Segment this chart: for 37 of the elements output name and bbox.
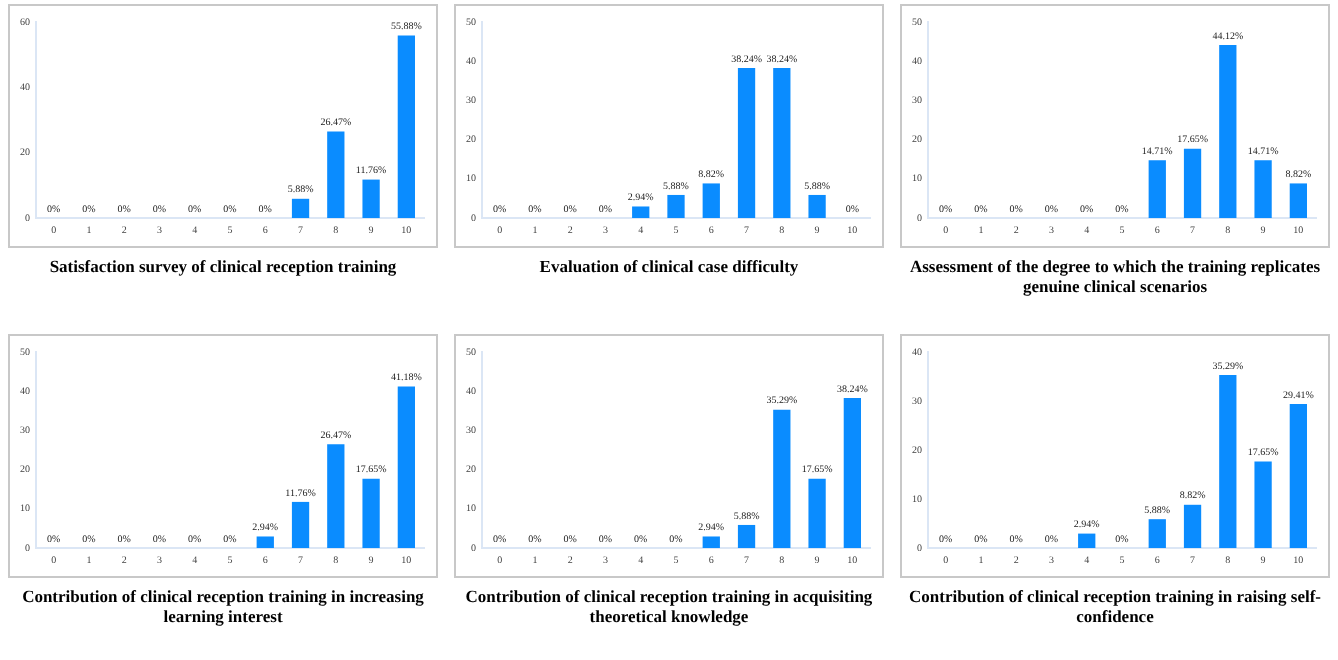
bar	[773, 68, 791, 218]
bar	[737, 524, 756, 548]
bar	[1219, 45, 1237, 218]
bar	[702, 183, 720, 218]
bar	[1219, 375, 1237, 548]
text: Contribution of clinical reception training in raising self-confidence	[907, 586, 1323, 626]
text: Contribution of clinical reception training in increasing learning interest	[20, 586, 426, 626]
bar	[327, 444, 345, 548]
bar	[632, 206, 650, 218]
bar	[843, 398, 862, 548]
text: Contribution of clinical reception training in acquisiting theoretical knowledge	[463, 586, 875, 626]
text: Satisfaction survey of clinical reception training	[47, 256, 399, 276]
bar	[291, 501, 310, 548]
bar	[397, 35, 416, 218]
bar	[362, 478, 380, 548]
bar	[327, 131, 345, 218]
bar	[1254, 160, 1272, 218]
bar	[1078, 533, 1096, 548]
text: Evaluation of clinical case difficulty	[537, 256, 801, 276]
bar	[1254, 461, 1272, 548]
bar	[808, 478, 826, 548]
bar	[702, 536, 720, 548]
text: Assessment of the degree to which the training replicates genuine clinical scenarios	[907, 256, 1323, 296]
bar	[1289, 183, 1308, 218]
bar	[667, 194, 685, 218]
bar	[808, 194, 826, 218]
bar	[773, 409, 791, 548]
bar	[1148, 160, 1166, 218]
bar	[737, 68, 756, 218]
bar	[1183, 504, 1202, 548]
bar	[397, 386, 416, 548]
bar	[256, 536, 274, 548]
bar	[1289, 403, 1308, 548]
bar	[1183, 148, 1202, 218]
bar	[1148, 519, 1166, 548]
bar	[362, 179, 380, 218]
bar	[291, 198, 310, 218]
